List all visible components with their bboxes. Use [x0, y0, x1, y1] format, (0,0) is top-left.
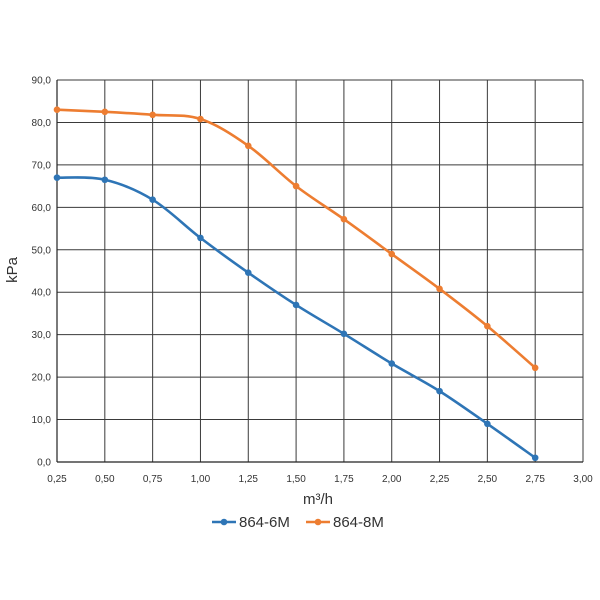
series-layer [53, 106, 539, 462]
x-tick-label: 1,50 [286, 474, 306, 485]
data-point [340, 330, 348, 338]
data-point [244, 269, 252, 276]
legend-label: 864-8M [333, 514, 384, 531]
x-axis-title: m³/h [303, 491, 333, 508]
y-tick-label: 50,0 [32, 245, 52, 256]
x-tick-label: 1,00 [191, 474, 211, 485]
x-tick-label: 1,25 [239, 474, 259, 485]
y-tick-labels: 0,0 10,0 20,0 30,0 40,0 50,0 60,0 70,0 80,0 90,0 [32, 76, 52, 469]
legend-item: 864-8M [306, 514, 384, 531]
data-point [340, 215, 348, 223]
grid [56, 79, 584, 463]
x-tick-label: 3,00 [573, 474, 593, 485]
y-tick-label: 20,0 [32, 373, 52, 384]
x-tick-label: 2,00 [382, 474, 402, 485]
x-tick-label: 2,50 [478, 474, 498, 485]
data-point [531, 454, 539, 462]
data-point [292, 182, 300, 190]
y-tick-label: 80,0 [32, 118, 52, 129]
data-point [197, 234, 204, 242]
data-point [53, 106, 61, 114]
x-tick-label: 0,25 [47, 474, 67, 485]
y-tick-label: 10,0 [32, 415, 52, 426]
x-tick-label: 0,75 [143, 474, 163, 485]
data-point [388, 250, 396, 258]
series-864-6M [53, 174, 539, 462]
x-tick-label: 0,50 [95, 474, 115, 485]
data-point [101, 108, 109, 116]
data-point [197, 115, 204, 123]
data-point [436, 387, 443, 395]
data-point [388, 360, 396, 367]
y-axis-title: kPa [4, 256, 21, 283]
x-tick-label: 1,75 [334, 474, 354, 485]
y-tick-label: 0,0 [37, 458, 51, 469]
x-tick-labels: 0,25 0,50 0,75 1,00 1,25 1,50 1,75 2,00 2,25 2,50… [47, 474, 593, 485]
data-point [292, 301, 300, 309]
x-tick-label: 2,75 [525, 474, 545, 485]
y-tick-label: 90,0 [32, 76, 52, 87]
legend-marker [220, 518, 228, 526]
legend-item: 864-6M [212, 514, 290, 531]
data-point [484, 322, 491, 330]
y-tick-label: 30,0 [32, 330, 52, 341]
data-point [484, 420, 491, 428]
data-point [101, 176, 109, 184]
axes [56, 80, 583, 463]
series-864-8M [53, 106, 539, 372]
data-point [436, 285, 443, 293]
data-point [149, 111, 156, 119]
data-point [149, 196, 156, 203]
x-tick-label: 2,25 [430, 474, 450, 485]
data-point [53, 174, 61, 181]
y-tick-label: 60,0 [32, 203, 52, 214]
y-tick-label: 70,0 [32, 160, 52, 171]
data-point [244, 142, 252, 150]
data-point [531, 364, 539, 372]
legend-label: 864-6M [239, 514, 290, 531]
legend: 864-6M 864-8M [212, 514, 384, 531]
legend-marker [314, 518, 322, 526]
y-tick-label: 40,0 [32, 288, 52, 299]
